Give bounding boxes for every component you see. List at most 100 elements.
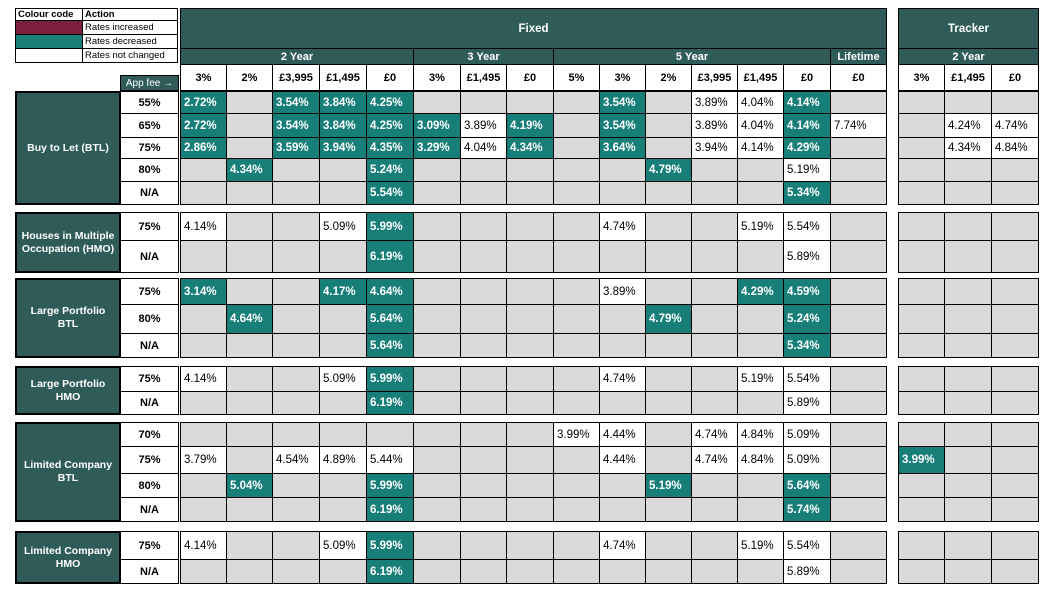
rate-cell: 3.54% xyxy=(272,91,320,114)
rate-cell: 7.74% xyxy=(830,113,887,138)
empty-cell xyxy=(830,212,887,241)
empty-cell xyxy=(553,473,600,498)
section-header: Fixed xyxy=(180,8,887,49)
empty-cell xyxy=(460,559,507,584)
empty-cell xyxy=(737,391,784,415)
empty-cell xyxy=(898,113,945,138)
empty-cell xyxy=(645,446,692,474)
rate-cell: 3.89% xyxy=(460,113,507,138)
empty-cell xyxy=(553,137,600,159)
empty-cell xyxy=(226,497,273,522)
empty-cell xyxy=(645,366,692,392)
empty-cell xyxy=(691,366,738,392)
legend-label: Rates decreased xyxy=(82,34,178,49)
ltv-label: N/A xyxy=(120,559,179,584)
empty-cell xyxy=(226,559,273,584)
period-header: 2 Year xyxy=(898,48,1039,65)
empty-cell xyxy=(272,422,320,447)
empty-cell xyxy=(553,391,600,415)
empty-cell xyxy=(691,473,738,498)
empty-cell xyxy=(898,391,945,415)
empty-cell xyxy=(413,278,461,305)
empty-cell xyxy=(272,559,320,584)
empty-cell xyxy=(830,240,887,273)
empty-cell xyxy=(553,304,600,334)
empty-cell xyxy=(553,559,600,584)
empty-cell xyxy=(599,304,646,334)
rate-cell: 5.09% xyxy=(783,446,831,474)
empty-cell xyxy=(180,391,227,415)
rate-cell: 4.64% xyxy=(226,304,273,334)
empty-cell xyxy=(319,333,367,358)
empty-cell xyxy=(319,497,367,522)
empty-cell xyxy=(180,473,227,498)
rate-cell: 2.72% xyxy=(180,113,227,138)
empty-cell xyxy=(737,158,784,182)
rate-cell: 3.29% xyxy=(413,137,461,159)
empty-cell xyxy=(898,212,945,241)
empty-cell xyxy=(991,278,1039,305)
group-label: Limited Company BTL xyxy=(15,422,121,522)
empty-cell xyxy=(830,366,887,392)
empty-cell xyxy=(599,181,646,205)
empty-cell xyxy=(226,278,273,305)
empty-cell xyxy=(506,158,554,182)
rate-cell: 5.24% xyxy=(366,158,414,182)
fee-header: 3% xyxy=(599,64,646,91)
rate-cell: 5.09% xyxy=(319,212,367,241)
rate-cell: 5.09% xyxy=(319,531,367,560)
rate-cell: 4.74% xyxy=(991,113,1039,138)
rate-cell: 4.04% xyxy=(737,113,784,138)
empty-cell xyxy=(737,333,784,358)
empty-cell xyxy=(830,278,887,305)
empty-cell xyxy=(180,158,227,182)
empty-cell xyxy=(413,181,461,205)
empty-cell xyxy=(272,497,320,522)
empty-cell xyxy=(944,531,992,560)
empty-cell xyxy=(645,212,692,241)
empty-cell xyxy=(506,240,554,273)
empty-cell xyxy=(991,391,1039,415)
empty-cell xyxy=(180,240,227,273)
rate-cell: 6.19% xyxy=(366,240,414,273)
rate-cell: 4.54% xyxy=(272,446,320,474)
rate-cell: 4.74% xyxy=(599,366,646,392)
ltv-label: 75% xyxy=(120,278,179,305)
empty-cell xyxy=(460,181,507,205)
empty-cell xyxy=(645,240,692,273)
rate-cell: 5.09% xyxy=(319,366,367,392)
fee-header: 2% xyxy=(645,64,692,91)
empty-cell xyxy=(898,137,945,159)
ltv-label: N/A xyxy=(120,497,179,522)
rate-cell: 4.14% xyxy=(737,137,784,159)
rate-cell: 3.99% xyxy=(553,422,600,447)
ltv-label: 55% xyxy=(120,91,179,114)
empty-cell xyxy=(226,531,273,560)
empty-cell xyxy=(180,333,227,358)
rate-cell: 4.24% xyxy=(944,113,992,138)
empty-cell xyxy=(553,531,600,560)
fee-header: 5% xyxy=(553,64,600,91)
ltv-label: 75% xyxy=(120,366,179,392)
section-header: Tracker xyxy=(898,8,1039,49)
rate-cell: 3.89% xyxy=(691,113,738,138)
rate-cell: 5.99% xyxy=(366,473,414,498)
fee-header: £1,495 xyxy=(460,64,507,91)
period-header: 5 Year xyxy=(553,48,831,65)
rate-cell: 5.19% xyxy=(645,473,692,498)
empty-cell xyxy=(991,158,1039,182)
empty-cell xyxy=(944,391,992,415)
empty-cell xyxy=(645,91,692,114)
empty-cell xyxy=(413,446,461,474)
fee-header: £0 xyxy=(783,64,831,91)
rate-cell: 4.74% xyxy=(691,446,738,474)
empty-cell xyxy=(553,240,600,273)
group-label: Large Portfolio BTL xyxy=(15,278,121,358)
empty-cell xyxy=(898,333,945,358)
empty-cell xyxy=(991,473,1039,498)
rate-cell: 3.54% xyxy=(272,113,320,138)
rate-cell: 6.19% xyxy=(366,391,414,415)
rate-cell: 4.04% xyxy=(460,137,507,159)
empty-cell xyxy=(180,304,227,334)
